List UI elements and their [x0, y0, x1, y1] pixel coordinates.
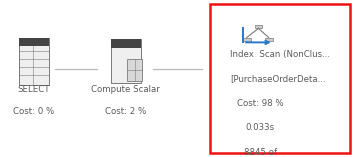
Bar [243, 38, 251, 41]
Text: Compute Scalar: Compute Scalar [91, 85, 160, 94]
Text: SELECT: SELECT [17, 85, 50, 94]
Text: Cost: 98 %: Cost: 98 % [237, 99, 284, 108]
Bar [127, 59, 142, 81]
FancyBboxPatch shape [110, 39, 141, 83]
Text: Cost: 0 %: Cost: 0 % [13, 107, 54, 116]
Text: [PurchaseOrderDeta...: [PurchaseOrderDeta... [230, 75, 326, 84]
Bar [19, 38, 49, 46]
Text: 0.033s: 0.033s [246, 123, 275, 132]
Text: 8845 of: 8845 of [244, 148, 277, 157]
Bar [110, 39, 141, 48]
Bar [255, 25, 262, 28]
Text: Index  Scan (NonClus...: Index Scan (NonClus... [230, 50, 330, 59]
Bar [265, 38, 273, 41]
FancyBboxPatch shape [19, 38, 49, 85]
Text: Cost: 2 %: Cost: 2 % [105, 107, 146, 116]
